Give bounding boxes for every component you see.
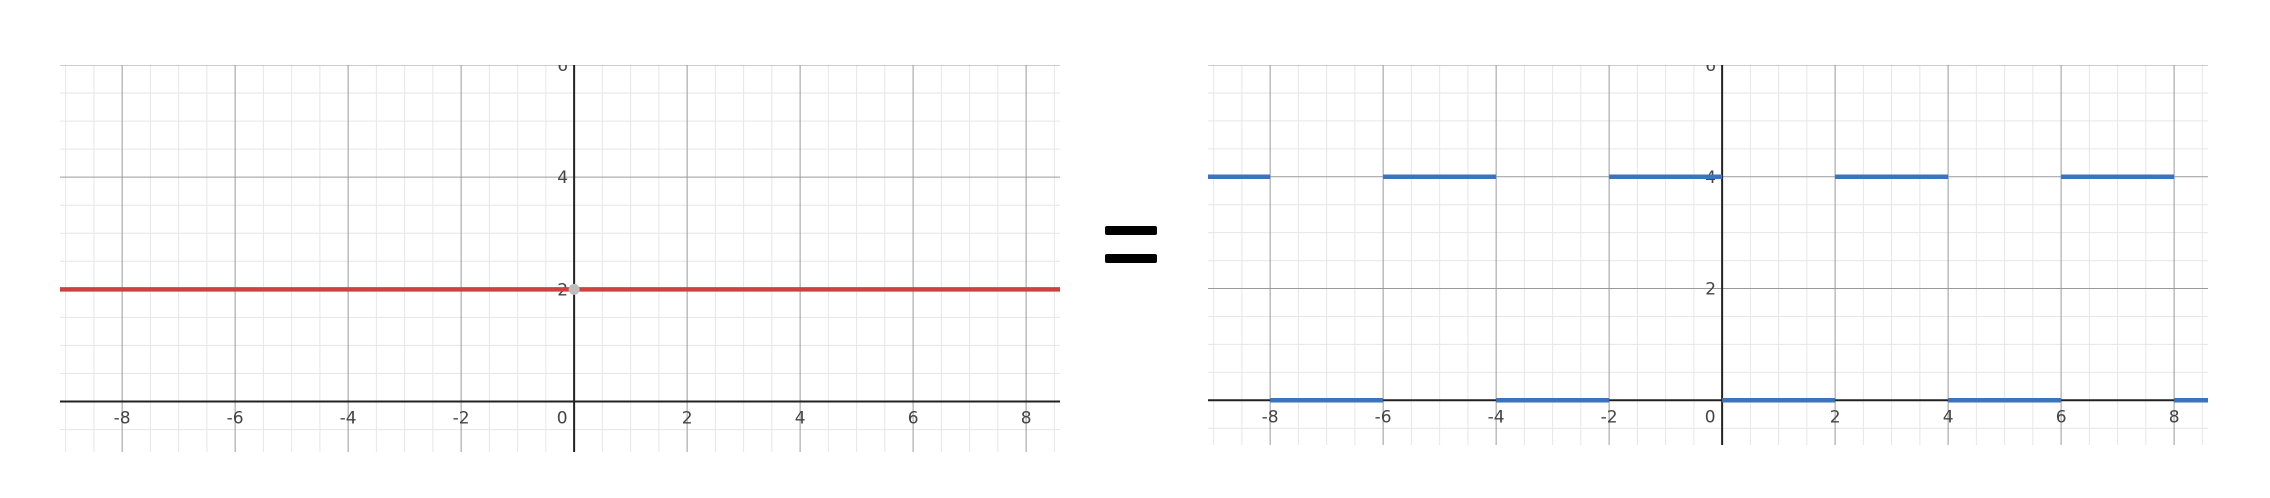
chart1-x-tick-label: 6 bbox=[908, 409, 919, 429]
chart1-x-tick-label: -6 bbox=[227, 409, 244, 429]
chart1-y-tick-label: 6 bbox=[557, 65, 568, 76]
chart2-x-tick-label: -2 bbox=[1601, 407, 1618, 427]
chart2-x-tick-label: 2 bbox=[1830, 407, 1841, 427]
equals-bar-bottom bbox=[1105, 254, 1157, 263]
chart1-x-tick-label: -2 bbox=[453, 409, 470, 429]
equals-sign bbox=[1105, 220, 1157, 265]
chart2-x-tick-label: 6 bbox=[2056, 407, 2067, 427]
equals-bar-top bbox=[1105, 226, 1157, 235]
chart2-x-tick-label: 4 bbox=[1943, 407, 1954, 427]
chart2-y-tick-label: 6 bbox=[1705, 65, 1716, 76]
chart1-y-tick-label: 4 bbox=[557, 168, 568, 188]
chart1-x-tick-label: -8 bbox=[114, 409, 131, 429]
chart1-x-tick-label: 0 bbox=[557, 409, 568, 429]
chart2-x-tick-label: -8 bbox=[1262, 407, 1279, 427]
chart1-x-tick-label: -4 bbox=[340, 409, 357, 429]
chart2-y-tick-label: 2 bbox=[1705, 280, 1716, 300]
chart2-x-tick-label: -4 bbox=[1488, 407, 1505, 427]
chart1-x-tick-label: 8 bbox=[1021, 409, 1032, 429]
chart1-x-tick-label: 4 bbox=[795, 409, 806, 429]
chart2-x-tick-label: 8 bbox=[2169, 407, 2180, 427]
chart2-x-tick-label: -6 bbox=[1375, 407, 1392, 427]
chart1-series-0-point bbox=[568, 283, 580, 295]
chart1-x-tick-label: 2 bbox=[682, 409, 693, 429]
chart2-x-tick-label: 0 bbox=[1705, 407, 1716, 427]
